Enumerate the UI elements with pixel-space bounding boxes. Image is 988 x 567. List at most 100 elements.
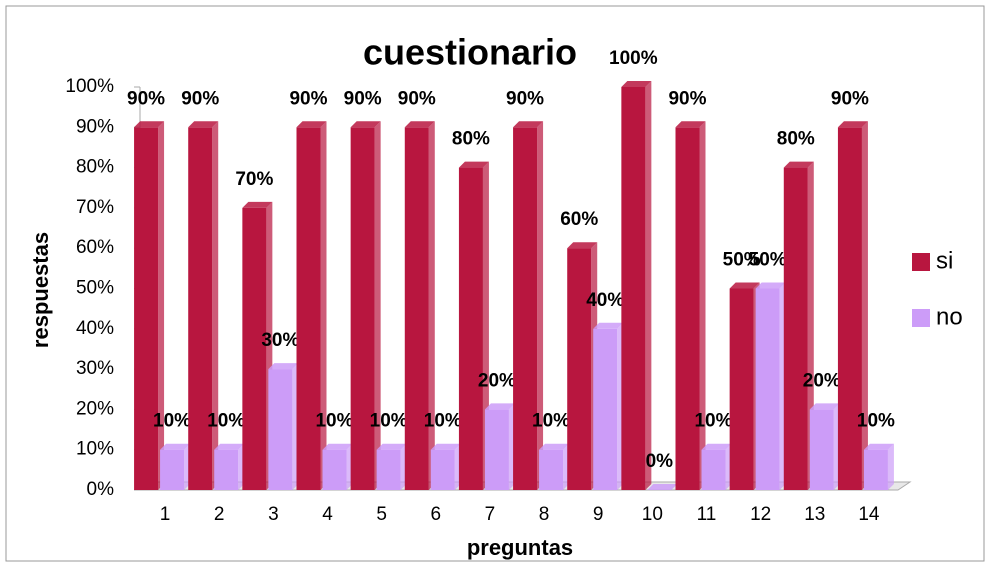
bar-top	[675, 121, 706, 128]
value-label: 60%	[560, 209, 598, 230]
bar-side	[212, 121, 219, 491]
bar	[458, 167, 483, 490]
bar	[621, 87, 646, 490]
bar-top	[134, 121, 165, 128]
bar	[430, 449, 455, 490]
value-label: 90%	[831, 88, 869, 109]
y-tick-label: 60%	[76, 237, 114, 258]
bar	[160, 449, 185, 490]
value-label: 10%	[153, 411, 191, 432]
y-tick-label: 0%	[87, 479, 115, 500]
legend-swatch	[912, 309, 930, 327]
bar	[539, 449, 564, 490]
bar-top	[783, 161, 814, 168]
legend-label: si	[936, 247, 953, 274]
x-tick-label: 8	[539, 504, 550, 525]
value-label: 90%	[344, 88, 382, 109]
bar-side	[861, 121, 868, 491]
x-tick-label: 1	[160, 504, 171, 525]
bar-side	[699, 121, 706, 491]
bar-top	[214, 443, 245, 450]
bar	[322, 449, 347, 490]
bar-top	[621, 81, 652, 87]
bar-top	[567, 242, 598, 249]
bar	[675, 127, 700, 491]
value-label: 90%	[668, 88, 706, 109]
bar-top	[160, 443, 191, 450]
bar-top	[647, 484, 678, 490]
x-tick-label: 6	[430, 504, 441, 525]
value-label: 90%	[506, 88, 544, 109]
value-label: 50%	[749, 250, 787, 271]
bar-top	[430, 443, 461, 450]
bar	[783, 167, 808, 490]
legend-label: no	[936, 303, 963, 330]
x-tick-label: 2	[214, 504, 225, 525]
bar-top	[188, 121, 219, 128]
bar	[701, 449, 726, 490]
bar-top	[539, 443, 570, 450]
y-tick-label: 80%	[76, 157, 114, 178]
y-tick-label: 40%	[76, 318, 114, 339]
y-tick-label: 90%	[76, 116, 114, 137]
bar	[567, 248, 592, 490]
bar	[593, 328, 618, 490]
bar	[755, 288, 780, 490]
value-label: 80%	[777, 129, 815, 150]
x-axis-label: preguntas	[467, 535, 573, 560]
bar-side	[320, 121, 327, 491]
bar-top	[593, 322, 624, 329]
bar-top	[268, 363, 299, 370]
value-label: 20%	[803, 370, 841, 391]
bar	[134, 127, 159, 491]
value-label: 10%	[207, 411, 245, 432]
bar-top	[809, 403, 840, 410]
x-tick-label: 10	[642, 504, 663, 525]
value-label: 10%	[857, 411, 895, 432]
value-label: 10%	[532, 411, 570, 432]
bar	[863, 449, 888, 490]
x-tick-label: 12	[750, 504, 771, 525]
value-label: 50%	[723, 250, 761, 271]
bar	[214, 449, 239, 490]
bar-top	[376, 443, 407, 450]
x-tick-label: 9	[593, 504, 604, 525]
bar-top	[729, 282, 760, 289]
x-tick-label: 14	[858, 504, 880, 525]
value-label: 40%	[586, 290, 624, 311]
x-tick-label: 4	[322, 504, 333, 525]
bar-top	[863, 443, 894, 450]
bar-top	[458, 161, 489, 168]
value-label: 10%	[424, 411, 462, 432]
bar	[350, 127, 375, 491]
bar-side	[887, 443, 894, 490]
bar-top	[837, 121, 868, 128]
bar	[513, 127, 538, 491]
value-label: 90%	[127, 88, 165, 109]
bar-side	[428, 121, 435, 491]
bar-top	[484, 403, 515, 410]
legend-swatch	[912, 253, 930, 271]
bar	[404, 127, 429, 491]
value-label: 0%	[646, 451, 674, 472]
bar-top	[296, 121, 327, 128]
value-label: 10%	[694, 411, 732, 432]
value-label: 70%	[235, 169, 273, 190]
bar	[484, 409, 509, 490]
bar	[729, 288, 754, 490]
y-axis-label: respuestas	[28, 232, 53, 348]
bar-side	[158, 121, 165, 491]
bar-top	[350, 121, 381, 128]
y-tick-label: 30%	[76, 358, 114, 379]
x-tick-label: 11	[697, 504, 717, 525]
bar	[837, 127, 862, 491]
x-tick-label: 7	[485, 504, 496, 525]
y-tick-label: 50%	[76, 278, 114, 299]
bar	[296, 127, 321, 491]
value-label: 30%	[261, 330, 299, 351]
bar-top	[242, 201, 273, 208]
bar	[809, 409, 834, 490]
bar-top	[404, 121, 435, 128]
